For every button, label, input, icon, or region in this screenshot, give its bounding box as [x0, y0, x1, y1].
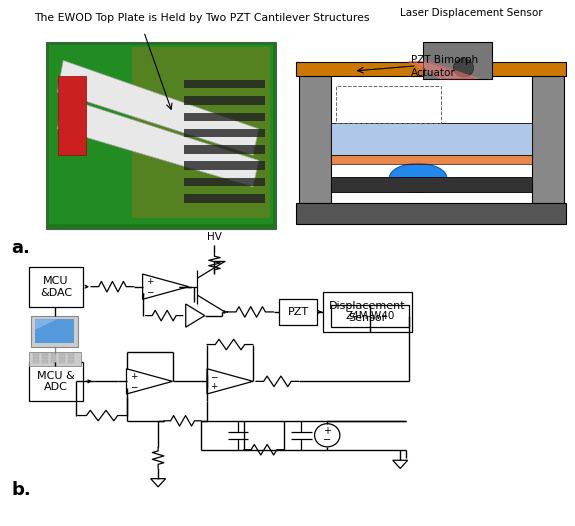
Text: PZT: PZT: [288, 307, 309, 317]
Bar: [59, 353, 65, 356]
Bar: [323, 292, 412, 331]
Bar: [132, 47, 270, 218]
Bar: [33, 360, 39, 363]
Bar: [35, 319, 74, 343]
Text: The EWOD Top Plate is Held by Two PZT Cantilever Structures: The EWOD Top Plate is Held by Two PZT Ca…: [34, 13, 370, 23]
Bar: [58, 76, 86, 155]
Bar: [184, 80, 264, 88]
Bar: [46, 42, 276, 229]
Bar: [33, 357, 39, 359]
Text: +: +: [210, 382, 218, 391]
Bar: [51, 353, 56, 356]
Text: Laser Displacement Sensor: Laser Displacement Sensor: [400, 8, 542, 18]
Bar: [423, 42, 492, 79]
Bar: [49, 45, 273, 224]
Text: −: −: [130, 382, 137, 391]
Polygon shape: [35, 319, 57, 330]
Bar: [331, 155, 532, 164]
Text: −: −: [146, 287, 154, 296]
Bar: [42, 360, 48, 363]
Bar: [31, 316, 78, 347]
Text: +: +: [323, 426, 331, 436]
Bar: [29, 267, 83, 307]
Text: HV: HV: [207, 232, 222, 242]
Polygon shape: [407, 62, 481, 79]
Bar: [184, 194, 264, 203]
Bar: [42, 353, 48, 356]
Bar: [59, 360, 65, 363]
Polygon shape: [58, 97, 259, 187]
Bar: [51, 360, 56, 363]
Bar: [331, 305, 409, 327]
Ellipse shape: [454, 58, 474, 77]
Bar: [296, 203, 566, 224]
Bar: [51, 357, 56, 359]
Text: −: −: [323, 435, 331, 445]
Bar: [184, 161, 264, 170]
Bar: [184, 129, 264, 137]
Text: Z4M-W40: Z4M-W40: [346, 311, 394, 321]
Bar: [331, 123, 532, 155]
Text: PZT Bimorph
Actuator: PZT Bimorph Actuator: [411, 55, 478, 78]
Text: +: +: [146, 277, 154, 286]
Text: MCU &
ADC: MCU & ADC: [37, 371, 75, 392]
Text: −: −: [210, 372, 218, 381]
Bar: [68, 357, 74, 359]
Bar: [42, 357, 48, 359]
Bar: [59, 357, 65, 359]
Text: +: +: [130, 372, 137, 381]
Polygon shape: [58, 60, 259, 155]
Bar: [68, 353, 74, 356]
Text: Displacement
Sensor: Displacement Sensor: [329, 301, 405, 323]
Bar: [279, 299, 317, 325]
Text: b.: b.: [12, 481, 31, 499]
Bar: [29, 362, 83, 401]
Bar: [331, 177, 532, 192]
Text: a.: a.: [12, 239, 30, 257]
Bar: [296, 62, 566, 76]
Bar: [33, 353, 39, 356]
Bar: [184, 96, 264, 105]
Bar: [184, 113, 264, 121]
Bar: [184, 145, 264, 154]
Text: MCU
&DAC: MCU &DAC: [40, 276, 72, 298]
Ellipse shape: [389, 164, 447, 193]
Bar: [68, 360, 74, 363]
Bar: [336, 86, 441, 123]
Bar: [29, 352, 80, 366]
Bar: [184, 178, 264, 186]
Bar: [299, 66, 331, 203]
Bar: [532, 66, 564, 203]
